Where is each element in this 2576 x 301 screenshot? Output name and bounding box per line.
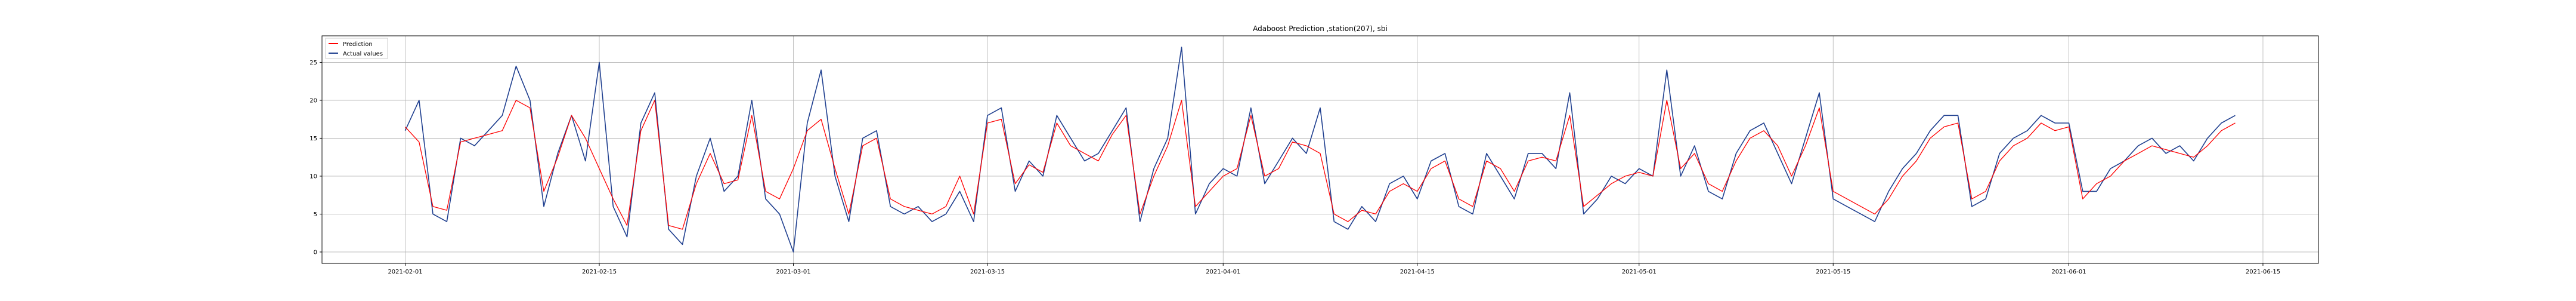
legend-label-actual: Actual values xyxy=(343,51,383,57)
x-tick-label: 2021-05-01 xyxy=(1622,269,1657,275)
legend-box xyxy=(325,38,388,59)
y-tick-label: 10 xyxy=(309,173,317,180)
legend-label-prediction: Prediction xyxy=(343,41,373,48)
plot-area-frame xyxy=(321,35,2319,264)
axis-layer: 2021-02-01 2021-02-15 2021-03-01 2021-03-15… xyxy=(309,60,2280,275)
x-tick-label: 2021-03-01 xyxy=(776,269,810,275)
y-tick-label: 5 xyxy=(314,211,317,218)
grid-layer xyxy=(322,36,2318,263)
chart-title: Adaboost Prediction ,station(207), sbi xyxy=(1253,24,1388,33)
x-tick-label: 2021-06-15 xyxy=(2246,269,2280,275)
prediction-line xyxy=(405,100,2236,230)
legend: Prediction Actual values xyxy=(325,38,388,59)
x-tick-label: 2021-05-15 xyxy=(1816,269,1850,275)
x-tick-label: 2021-02-01 xyxy=(388,269,422,275)
y-tick-label: 25 xyxy=(309,60,317,66)
x-tick-label: 2021-06-01 xyxy=(2051,269,2086,275)
y-tick-label: 0 xyxy=(314,249,317,256)
x-tick-label: 2021-04-15 xyxy=(1400,269,1435,275)
x-tick-label: 2021-04-01 xyxy=(1206,269,1240,275)
y-tick-label: 15 xyxy=(309,136,317,142)
y-tick-label: 20 xyxy=(309,97,317,104)
x-tick-label: 2021-02-15 xyxy=(582,269,617,275)
x-tick-label: 2021-03-15 xyxy=(970,269,1005,275)
series-layer xyxy=(404,47,2236,253)
actual-values-line xyxy=(404,47,2236,253)
